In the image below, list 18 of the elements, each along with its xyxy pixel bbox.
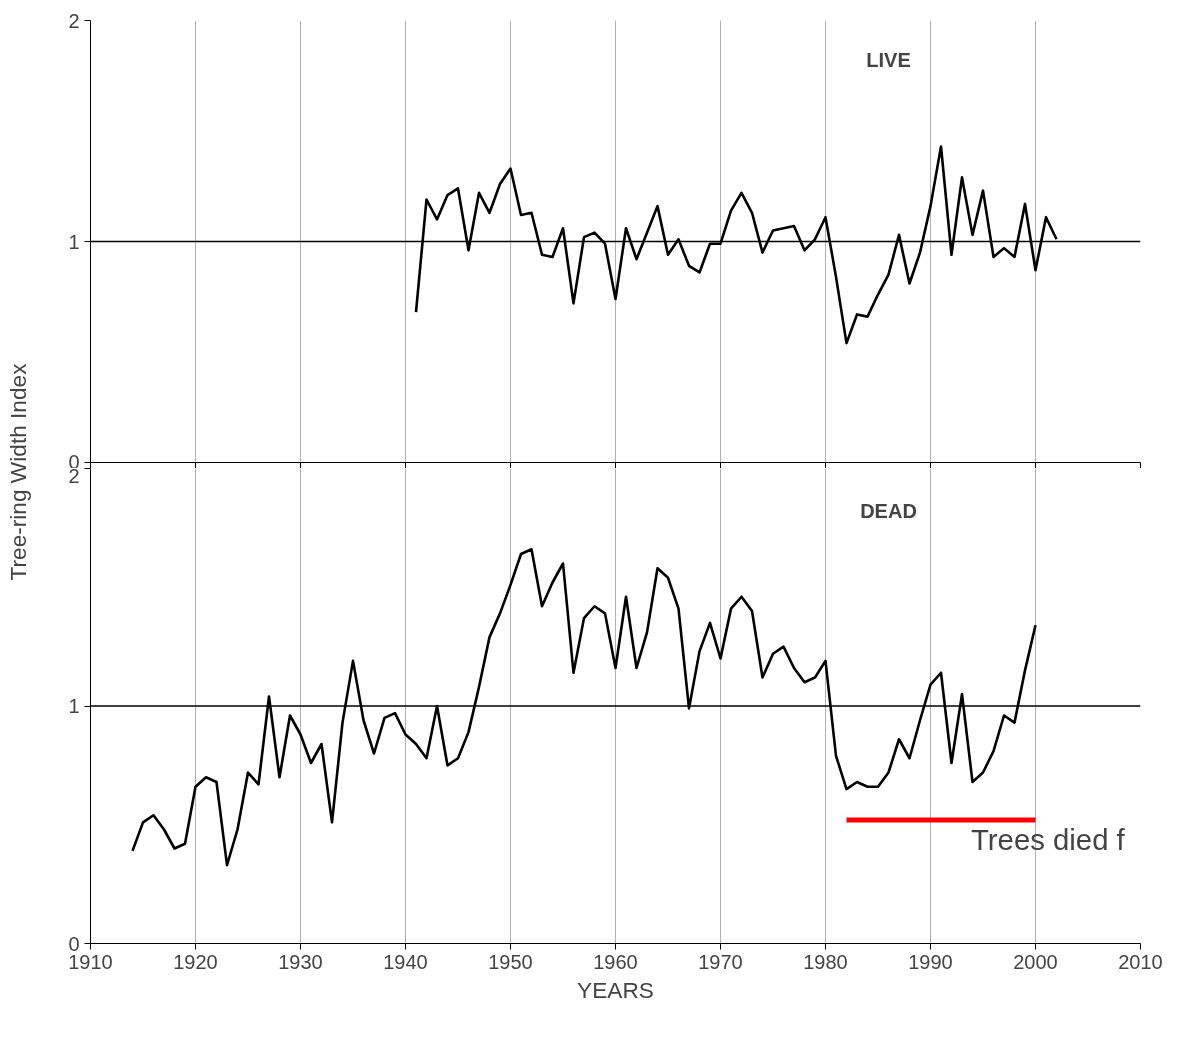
x-axis-title: YEARS: [577, 976, 654, 1003]
x-tick-label: 2000: [1013, 950, 1058, 973]
x-tick-label: 1940: [383, 950, 428, 973]
y-tick-label: 2: [68, 9, 80, 32]
x-tick-label: 1930: [278, 950, 323, 973]
x-tick-label: 1950: [488, 950, 533, 973]
x-tick-label: 1990: [908, 950, 953, 973]
x-tick-label: 2010: [1118, 950, 1163, 973]
y-tick-label: 1: [68, 695, 80, 717]
annotation: Trees died f: [970, 822, 1126, 856]
text: LIVE: [866, 49, 911, 72]
x-tick-label: 1980: [803, 950, 848, 973]
x-tick-label: 1970: [698, 950, 743, 973]
x-tick-label: 1920: [173, 950, 218, 973]
y-axis-title: Tree-ring Width Index: [4, 362, 31, 581]
y-tick-label: 1: [68, 230, 80, 253]
x-tick-label: 1960: [593, 950, 638, 973]
text: DEAD: [860, 500, 917, 523]
